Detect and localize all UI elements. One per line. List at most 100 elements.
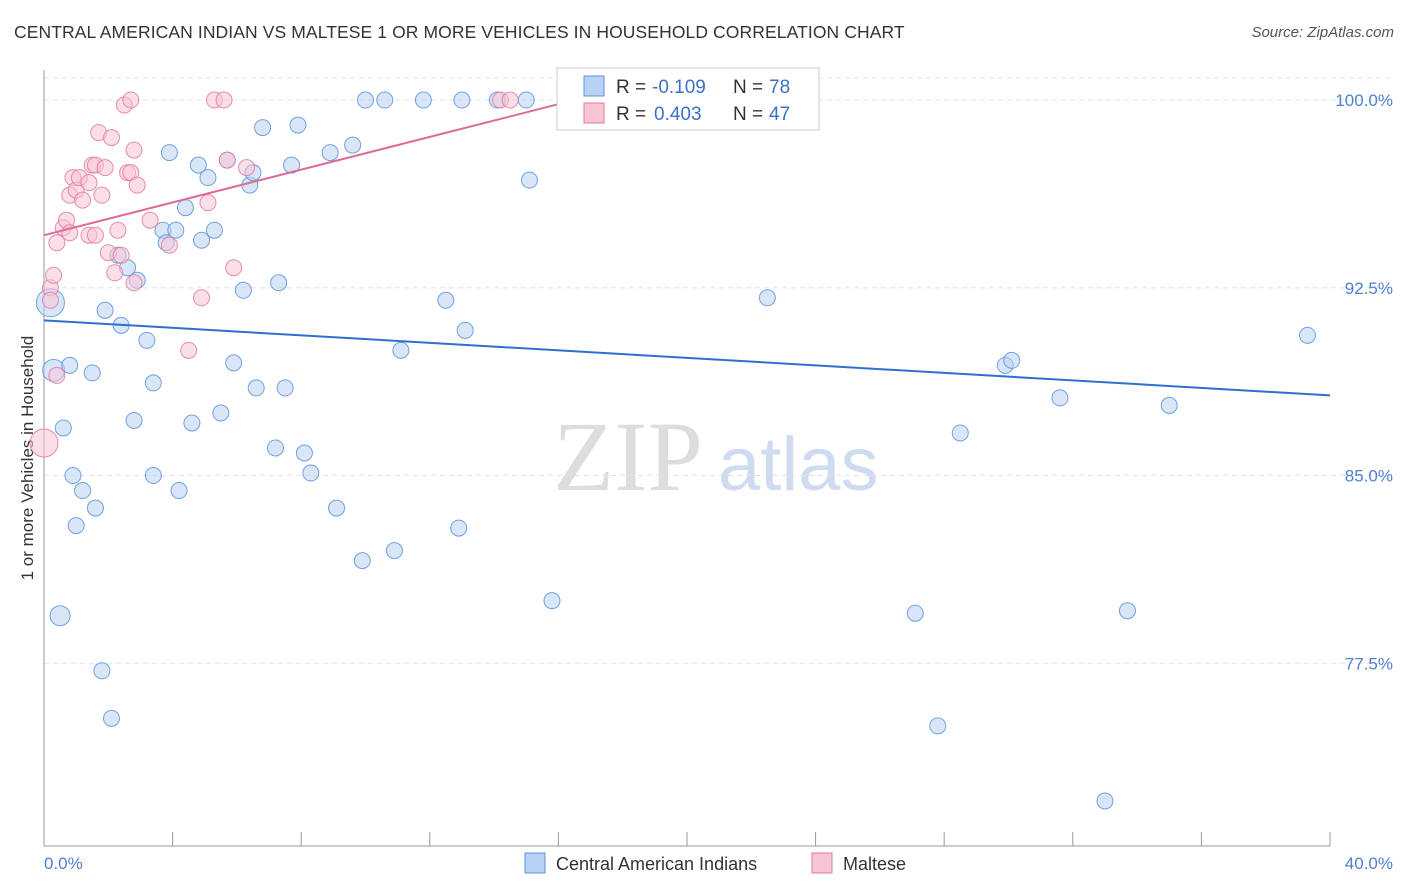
point-central-american-indians: [212, 404, 230, 422]
point-central-american-indians: [225, 354, 243, 372]
legend-n-label-pink: N =: [733, 104, 763, 125]
point-central-american-indians: [254, 119, 272, 137]
legend-swatch-blue: [583, 75, 605, 97]
point-maltese: [125, 274, 143, 292]
y-tick-label: 92.5%: [1345, 279, 1393, 298]
point-central-american-indians: [951, 424, 969, 442]
point-maltese: [160, 236, 178, 254]
point-central-american-indians: [138, 331, 156, 349]
point-maltese: [48, 234, 66, 252]
point-central-american-indians: [758, 289, 776, 307]
point-central-american-indians: [193, 231, 211, 249]
point-maltese: [193, 289, 211, 307]
legend-r-label-pink: R =: [616, 104, 646, 125]
point-maltese: [45, 266, 63, 284]
point-maltese: [80, 174, 98, 192]
point-maltese: [199, 194, 217, 212]
point-central-american-indians: [1118, 602, 1136, 620]
point-central-american-indians: [276, 379, 294, 397]
point-central-american-indians: [61, 356, 79, 374]
point-maltese: [215, 91, 233, 109]
point-central-american-indians: [205, 221, 223, 239]
point-central-american-indians: [270, 274, 288, 292]
watermark-atlas: atlas: [718, 422, 879, 507]
bottom-legend-swatch-blue: [524, 852, 546, 874]
y-tick-label: 77.5%: [1345, 654, 1393, 673]
point-central-american-indians: [96, 301, 114, 319]
legend-r-value-blue: -0.109: [652, 77, 706, 98]
point-central-american-indians: [1003, 351, 1021, 369]
legend-n-value-blue: 78: [769, 77, 790, 98]
bottom-legend-label-blue: Central American Indians: [556, 854, 757, 874]
legend-r-label-blue: R =: [616, 77, 646, 98]
point-central-american-indians: [67, 517, 85, 535]
point-maltese: [225, 259, 243, 277]
point-central-american-indians: [1096, 792, 1114, 810]
y-tick-label: 85.0%: [1345, 467, 1393, 486]
point-central-american-indians: [344, 136, 362, 154]
point-central-american-indians: [54, 419, 72, 437]
trend-lines: [43, 99, 1331, 397]
point-central-american-indians: [414, 91, 432, 109]
point-central-american-indians: [74, 482, 92, 500]
point-central-american-indians: [520, 171, 538, 189]
y-axis-label: 1 or more Vehicles in Household: [18, 336, 37, 581]
bottom-legend: Central American Indians Maltese: [524, 852, 906, 874]
point-central-american-indians: [64, 467, 82, 485]
point-central-american-indians: [929, 717, 947, 735]
point-central-american-indians: [321, 144, 339, 162]
point-central-american-indians: [183, 414, 201, 432]
bottom-legend-swatch-pink: [811, 852, 833, 874]
legend-n-label-blue: N =: [733, 77, 763, 98]
point-maltese: [180, 341, 198, 359]
point-maltese: [218, 151, 236, 169]
point-maltese: [93, 186, 111, 204]
trend-line-maltese: [43, 99, 575, 237]
point-central-american-indians: [160, 144, 178, 162]
point-central-american-indians: [453, 91, 471, 109]
point-central-american-indians: [289, 116, 307, 134]
point-central-american-indians: [189, 156, 207, 174]
point-central-american-indians: [385, 542, 403, 560]
point-maltese: [106, 264, 124, 282]
point-central-american-indians: [456, 321, 474, 339]
watermark: ZIP atlas: [553, 401, 879, 512]
legend-r-value-pink: 0.403: [654, 104, 702, 125]
point-central-american-indians: [1298, 326, 1316, 344]
point-central-american-indians: [906, 604, 924, 622]
trend-line-central-american-indians: [43, 319, 1331, 397]
point-central-american-indians: [1160, 396, 1178, 414]
point-central-american-indians: [103, 709, 121, 727]
point-central-american-indians: [49, 605, 71, 627]
point-maltese: [96, 159, 114, 177]
point-central-american-indians: [392, 341, 410, 359]
point-central-american-indians: [328, 499, 346, 517]
watermark-zip: ZIP: [553, 401, 703, 512]
point-maltese: [109, 221, 127, 239]
legend-box: R = -0.109 N = 78 R = 0.403 N = 47: [556, 67, 820, 131]
legend-swatch-pink: [583, 102, 605, 124]
point-central-american-indians: [93, 662, 111, 680]
point-central-american-indians: [543, 592, 561, 610]
point-maltese: [74, 191, 92, 209]
point-central-american-indians: [144, 374, 162, 392]
point-central-american-indians: [83, 364, 101, 382]
point-maltese: [29, 428, 59, 458]
point-maltese: [41, 291, 59, 309]
point-central-american-indians: [437, 291, 455, 309]
chart-title: CENTRAL AMERICAN INDIAN VS MALTESE 1 OR …: [14, 22, 905, 42]
point-central-american-indians: [357, 91, 374, 109]
chart-source: Source: ZipAtlas.com: [1251, 24, 1394, 41]
point-maltese: [128, 176, 146, 194]
point-central-american-indians: [199, 169, 217, 187]
point-maltese: [125, 141, 143, 159]
point-central-american-indians: [376, 91, 394, 109]
bottom-legend-label-pink: Maltese: [843, 854, 906, 874]
point-central-american-indians: [167, 221, 185, 239]
y-tick-label: 100.0%: [1335, 91, 1393, 110]
y-tick-labels: 100.0% 92.5% 85.0% 77.5%: [1335, 91, 1393, 673]
point-central-american-indians: [517, 91, 535, 109]
point-central-american-indians: [302, 464, 320, 482]
point-central-american-indians: [247, 379, 265, 397]
